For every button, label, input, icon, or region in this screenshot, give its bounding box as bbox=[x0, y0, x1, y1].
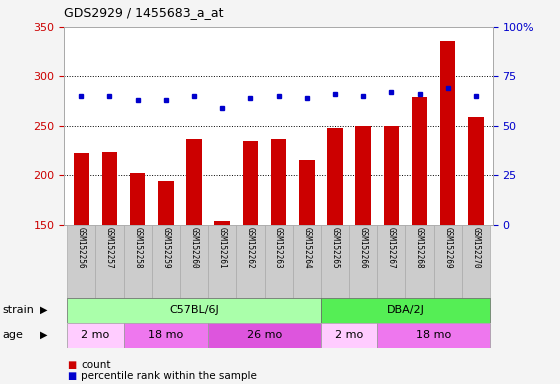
Text: ▶: ▶ bbox=[40, 305, 48, 315]
Bar bbox=[102, 152, 117, 225]
Bar bbox=[384, 126, 399, 225]
Text: 2 mo: 2 mo bbox=[335, 330, 363, 340]
Text: ■: ■ bbox=[67, 360, 77, 370]
Bar bbox=[462, 225, 490, 298]
Text: DBA/2J: DBA/2J bbox=[386, 305, 424, 315]
Text: GSM152260: GSM152260 bbox=[189, 227, 199, 268]
Bar bbox=[152, 225, 180, 298]
Bar bbox=[433, 225, 462, 298]
Text: GSM152264: GSM152264 bbox=[302, 227, 311, 268]
Text: GSM152268: GSM152268 bbox=[415, 227, 424, 268]
Bar bbox=[95, 225, 124, 298]
Bar bbox=[271, 139, 286, 225]
Text: age: age bbox=[3, 330, 24, 340]
Text: 26 mo: 26 mo bbox=[247, 330, 282, 340]
Bar bbox=[299, 161, 315, 225]
Text: GSM152259: GSM152259 bbox=[161, 227, 170, 268]
Text: 18 mo: 18 mo bbox=[148, 330, 184, 340]
Text: GSM152265: GSM152265 bbox=[330, 227, 339, 268]
Bar bbox=[158, 181, 174, 225]
Text: ■: ■ bbox=[67, 371, 77, 381]
Text: GSM152257: GSM152257 bbox=[105, 227, 114, 268]
Text: GSM152270: GSM152270 bbox=[472, 227, 480, 268]
Bar bbox=[73, 154, 89, 225]
Bar bbox=[321, 225, 349, 298]
Text: count: count bbox=[81, 360, 111, 370]
Bar bbox=[405, 225, 433, 298]
Text: GSM152267: GSM152267 bbox=[387, 227, 396, 268]
Bar bbox=[242, 141, 258, 225]
Bar bbox=[180, 225, 208, 298]
Bar bbox=[208, 323, 321, 348]
Text: strain: strain bbox=[3, 305, 35, 315]
Bar bbox=[130, 173, 146, 225]
Text: GSM152256: GSM152256 bbox=[77, 227, 86, 268]
Bar bbox=[186, 139, 202, 225]
Text: ▶: ▶ bbox=[40, 330, 48, 340]
Bar bbox=[124, 323, 208, 348]
Text: GSM152261: GSM152261 bbox=[218, 227, 227, 268]
Bar bbox=[124, 225, 152, 298]
Text: 2 mo: 2 mo bbox=[81, 330, 110, 340]
Bar bbox=[236, 225, 264, 298]
Bar bbox=[264, 225, 293, 298]
Bar bbox=[208, 225, 236, 298]
Text: GSM152269: GSM152269 bbox=[443, 227, 452, 268]
Bar bbox=[377, 323, 490, 348]
Bar bbox=[67, 225, 95, 298]
Bar bbox=[293, 225, 321, 298]
Text: percentile rank within the sample: percentile rank within the sample bbox=[81, 371, 257, 381]
Bar bbox=[321, 323, 377, 348]
Bar bbox=[440, 41, 455, 225]
Bar bbox=[67, 298, 321, 323]
Bar bbox=[214, 221, 230, 225]
Bar bbox=[377, 225, 405, 298]
Text: GSM152258: GSM152258 bbox=[133, 227, 142, 268]
Text: GSM152266: GSM152266 bbox=[358, 227, 368, 268]
Text: 18 mo: 18 mo bbox=[416, 330, 451, 340]
Text: C57BL/6J: C57BL/6J bbox=[169, 305, 219, 315]
Text: GDS2929 / 1455683_a_at: GDS2929 / 1455683_a_at bbox=[64, 6, 224, 19]
Text: GSM152263: GSM152263 bbox=[274, 227, 283, 268]
Bar bbox=[327, 128, 343, 225]
Bar bbox=[468, 117, 484, 225]
Bar bbox=[67, 323, 124, 348]
Text: GSM152262: GSM152262 bbox=[246, 227, 255, 268]
Bar bbox=[356, 126, 371, 225]
Bar bbox=[412, 97, 427, 225]
Bar bbox=[321, 298, 490, 323]
Bar bbox=[349, 225, 377, 298]
